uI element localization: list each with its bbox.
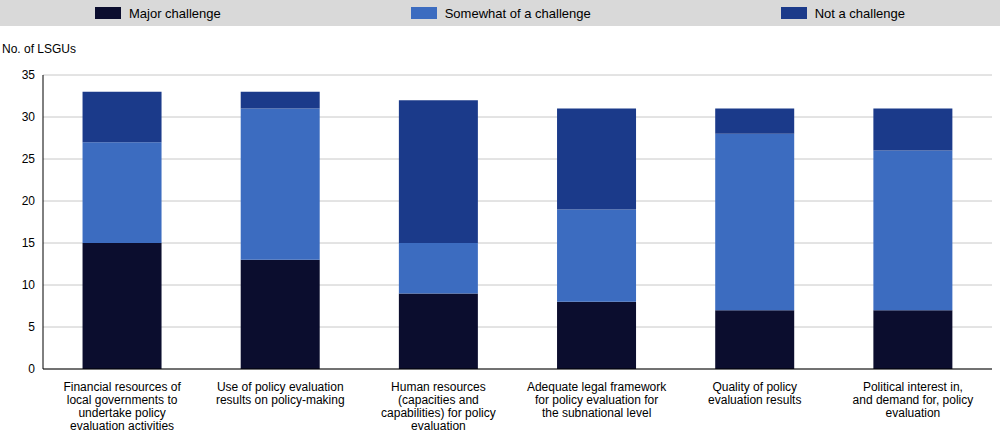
html-text:No. of LSGUs: No. of LSGUs [2, 42, 76, 56]
html-text:Major challenge: Major challenge [129, 5, 221, 21]
svg-text:30: 30 [22, 110, 36, 124]
svg-text:Quality of policyevaluation re: Quality of policyevaluation results [708, 380, 801, 407]
html-text:Not a challenge: Not a challenge [814, 5, 905, 21]
svg-text:5: 5 [28, 320, 35, 334]
svg-text:0: 0 [28, 362, 35, 376]
svg-text:Human resources(capacities and: Human resources(capacities andcapabiliti… [381, 380, 496, 433]
svg-text:Financial resources oflocal go: Financial resources oflocal governments … [63, 380, 181, 433]
html-text:Somewhat of a challenge: Somewhat of a challenge [444, 5, 591, 21]
svg-text:15: 15 [22, 236, 36, 250]
svg-text:10: 10 [22, 278, 36, 292]
svg-text:20: 20 [22, 194, 36, 208]
svg-text:35: 35 [22, 68, 36, 82]
svg-text:Adequate legal frameworkfor po: Adequate legal frameworkfor policy evalu… [527, 380, 667, 420]
svg-text:Use of policy evaluationresult: Use of policy evaluationresults on polic… [216, 380, 345, 407]
svg-text:Political interest in,and dema: Political interest in,and demand for, po… [853, 380, 974, 420]
svg-text:25: 25 [22, 152, 36, 166]
